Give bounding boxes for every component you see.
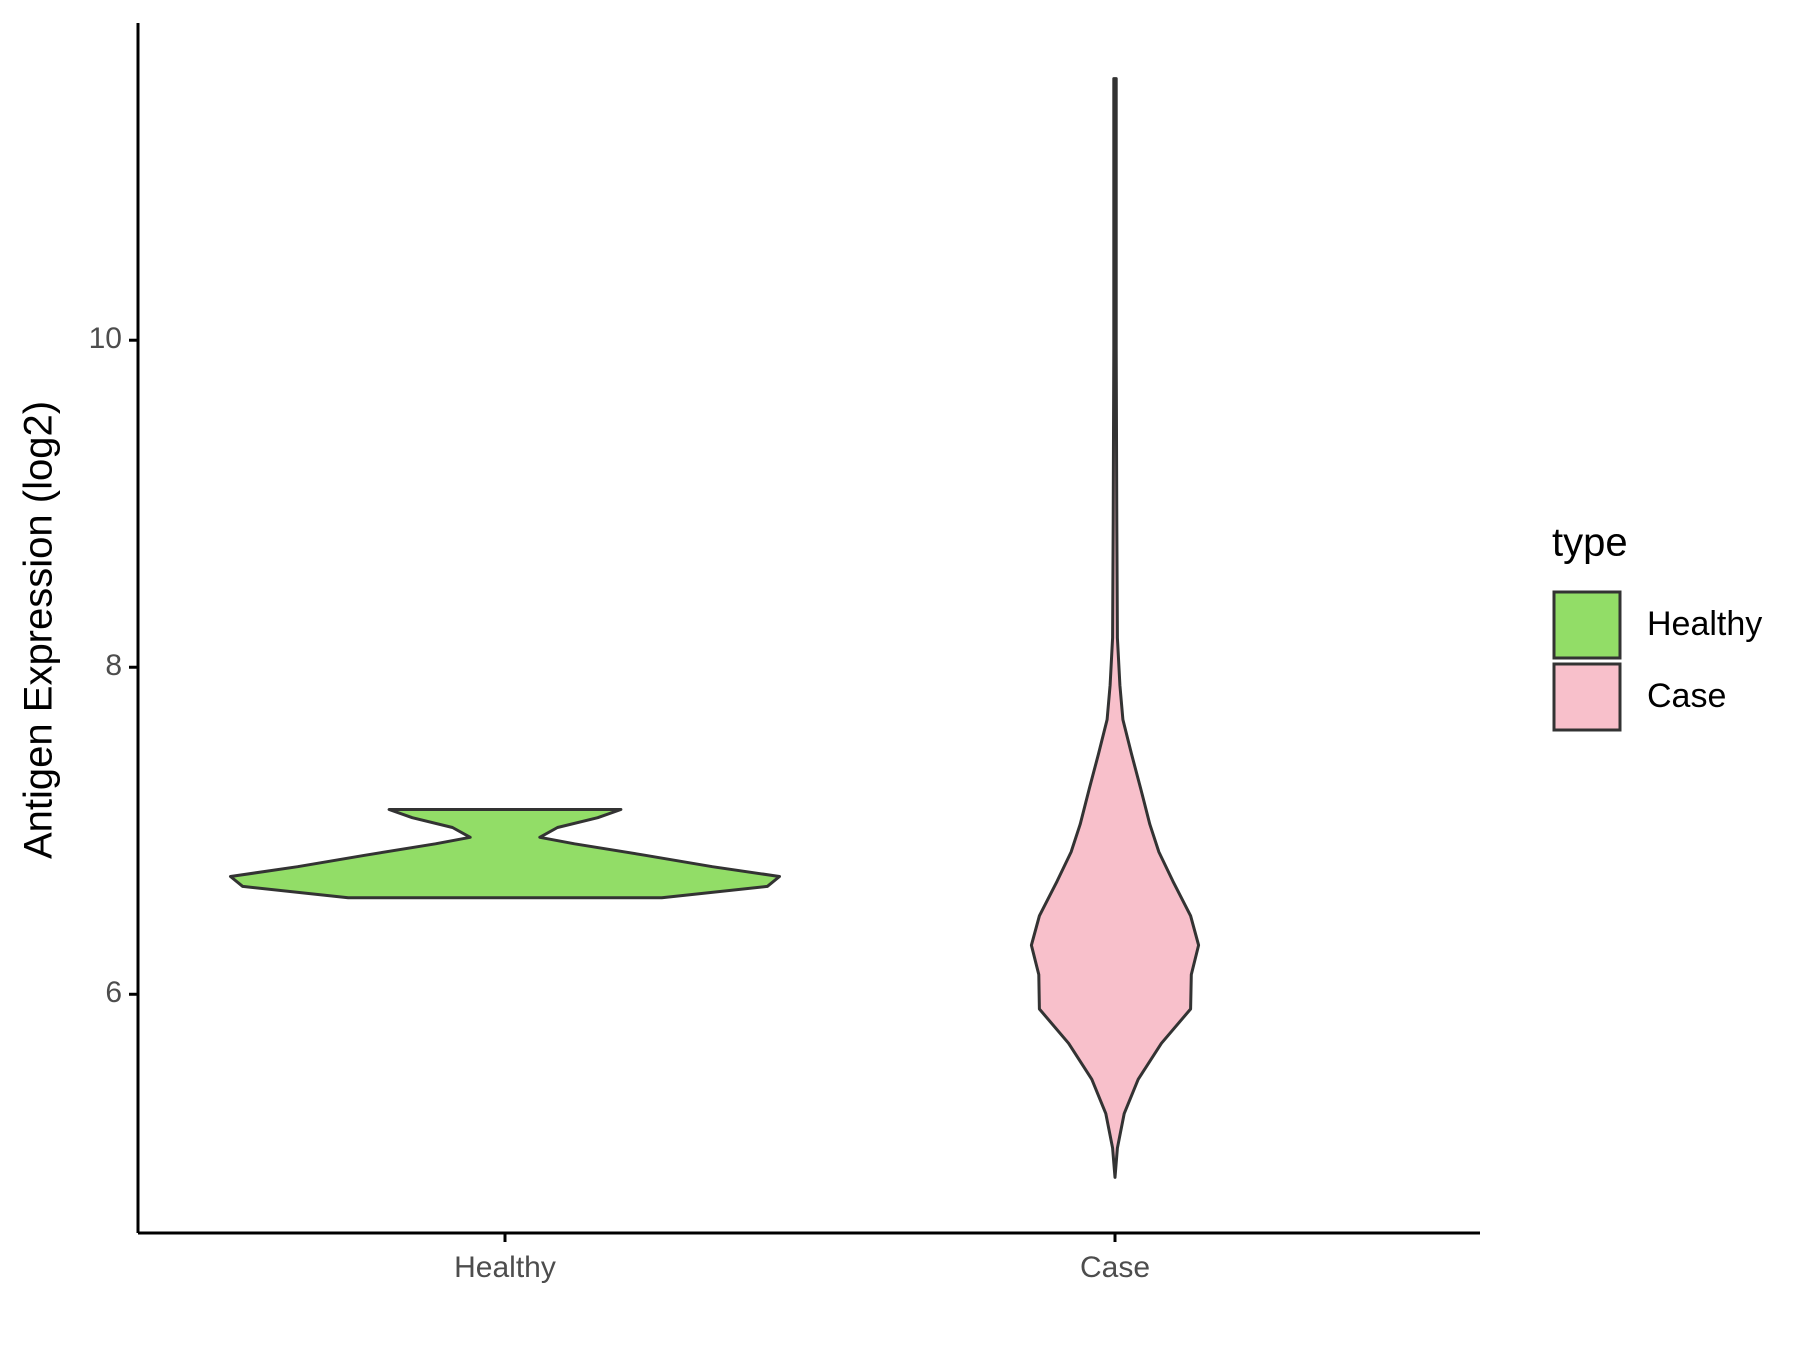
y-tick-label: 10 [89,322,122,355]
y-tick-label: 6 [105,976,122,1009]
legend-label: Case [1647,677,1726,715]
y-axis-label: Antigen Expression (log2) [17,401,61,859]
x-tick-label: Healthy [454,1251,556,1284]
y-tick-label: 8 [105,649,122,682]
violin [1029,77,1201,1179]
legend-label: Healthy [1647,605,1762,643]
legend-key [1552,590,1622,660]
violin [229,808,781,900]
x-tick-label: Case [1080,1251,1150,1284]
legend-title: type [1552,521,1628,565]
legend-key [1552,662,1622,732]
